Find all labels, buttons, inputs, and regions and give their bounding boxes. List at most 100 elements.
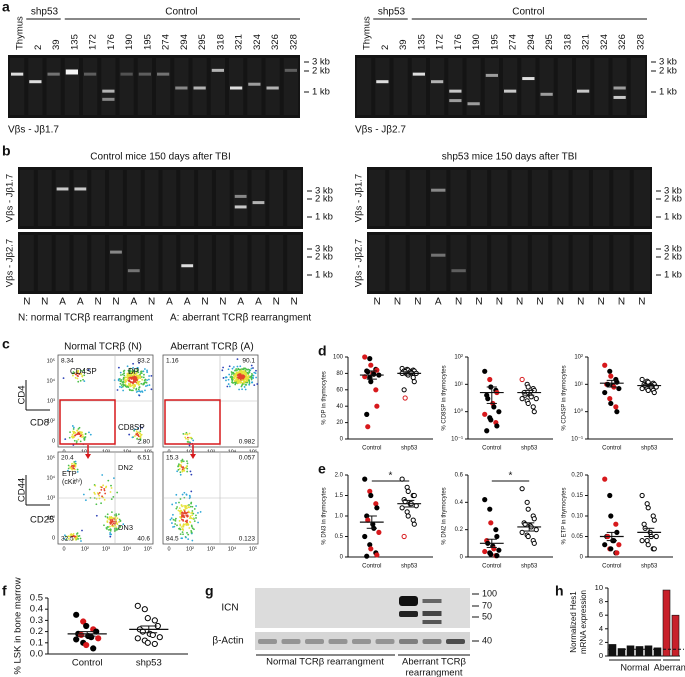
data-point [487, 376, 493, 383]
data-point [374, 552, 380, 558]
event [241, 384, 243, 387]
data-point [645, 542, 651, 548]
data-point [602, 362, 608, 368]
label: mRNA expression [579, 590, 588, 654]
lane [46, 58, 61, 115]
data-point [651, 389, 657, 396]
band [446, 639, 465, 644]
event [94, 493, 96, 495]
event [112, 496, 115, 498]
label: 80 [336, 371, 343, 377]
event [239, 381, 242, 384]
event [110, 484, 112, 487]
data-point [374, 367, 380, 373]
label: 1.0 [335, 514, 344, 520]
lane [73, 235, 88, 291]
data-point [405, 488, 411, 494]
event [132, 382, 134, 384]
event [115, 527, 118, 530]
arrowhead [190, 454, 196, 459]
event [130, 378, 133, 380]
data-point [608, 546, 614, 552]
label: 4 [599, 624, 603, 633]
event [187, 436, 189, 439]
data-point [404, 509, 410, 515]
lane [470, 170, 488, 226]
label: 0 [460, 555, 464, 561]
event [77, 369, 80, 372]
event [144, 368, 146, 370]
event [65, 538, 68, 541]
event [183, 491, 186, 494]
data-point [141, 606, 148, 613]
label: N [414, 297, 421, 308]
data-point [151, 640, 158, 648]
event [241, 372, 244, 374]
lane [198, 235, 212, 291]
event [222, 377, 225, 379]
label: 0.5 [30, 593, 43, 604]
event [181, 526, 183, 528]
label: 1.16 [166, 358, 179, 365]
event [252, 374, 255, 377]
event [182, 466, 185, 469]
event [136, 370, 139, 373]
event [87, 368, 90, 371]
bar [626, 645, 635, 657]
lane [503, 58, 518, 115]
label: A [435, 297, 442, 308]
event [186, 462, 189, 465]
lane [37, 235, 52, 291]
label: N [516, 297, 523, 308]
event [197, 512, 199, 514]
data-point [134, 635, 141, 642]
label: N [112, 297, 119, 308]
label: Control [72, 658, 103, 669]
band [485, 73, 498, 77]
event [80, 432, 82, 435]
data-point [488, 551, 494, 557]
label: g [205, 583, 214, 599]
gate [59, 399, 116, 445]
lane [137, 58, 152, 115]
event [120, 379, 123, 381]
bar [662, 589, 671, 657]
label: A: aberrant TCRβ rearrangment [170, 313, 311, 324]
event [231, 367, 234, 370]
label: Normal [620, 662, 649, 672]
event [178, 527, 180, 530]
event [84, 433, 87, 435]
event [74, 460, 77, 463]
event [116, 517, 119, 520]
event [180, 504, 183, 506]
event [137, 427, 139, 430]
label: 0.4 [455, 500, 464, 506]
label: Control [512, 7, 544, 18]
label: shp53 [401, 446, 418, 452]
event [138, 383, 141, 386]
band [449, 99, 462, 103]
event [125, 386, 128, 388]
event [109, 519, 112, 522]
event [71, 433, 74, 436]
label: 0 [340, 555, 344, 561]
data-point [83, 622, 90, 630]
lane [576, 58, 591, 115]
label: CD25 [30, 515, 54, 526]
label: N [374, 297, 381, 308]
event [117, 513, 120, 516]
event [175, 507, 178, 510]
event [189, 470, 192, 473]
event [183, 516, 186, 519]
event [83, 438, 86, 441]
event [245, 380, 248, 383]
event [188, 432, 191, 435]
band [375, 639, 395, 644]
label: 195 [142, 34, 153, 50]
band [47, 72, 60, 76]
lane [572, 235, 589, 291]
label: Control [602, 564, 621, 570]
event [132, 377, 135, 380]
event [132, 389, 134, 392]
band [74, 187, 87, 191]
